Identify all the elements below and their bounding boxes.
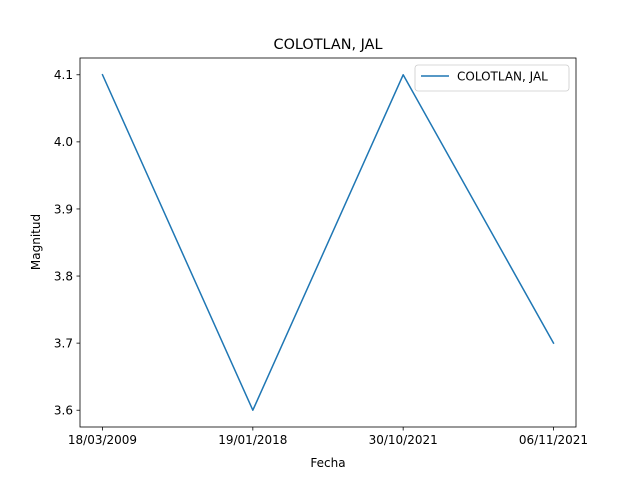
y-tick-label: 3.8 <box>54 269 73 283</box>
legend-box <box>414 64 570 92</box>
legend-label: COLOTLAN, JAL <box>457 70 548 84</box>
y-tick-label: 4.1 <box>54 68 73 82</box>
y-axis-ticks: 3.6 3.7 3.8 3.9 4.0 4.1 <box>54 68 80 418</box>
y-axis-label: Magnitud <box>29 214 43 270</box>
series-lines <box>101 73 555 411</box>
x-tick-label: 30/10/2021 <box>369 433 438 447</box>
x-tick-label: 19/01/2018 <box>218 433 287 447</box>
y-tick-label: 3.9 <box>54 202 73 216</box>
chart-title: COLOTLAN, JAL <box>274 37 383 53</box>
y-tick-label: 4.0 <box>54 135 73 149</box>
x-tick-label: 06/11/2021 <box>519 433 588 447</box>
x-axis-label: Fecha <box>310 456 345 470</box>
y-tick-label: 3.6 <box>54 404 73 418</box>
series-line <box>101 73 555 411</box>
x-axis-ticks: 18/03/2009 19/01/2018 30/10/2021 06/11/2021 <box>68 427 588 447</box>
x-tick-label: 18/03/2009 <box>68 433 137 447</box>
y-tick-label: 3.7 <box>54 336 73 350</box>
plot-frame <box>79 57 577 428</box>
legend: COLOTLAN, JAL <box>414 64 570 92</box>
